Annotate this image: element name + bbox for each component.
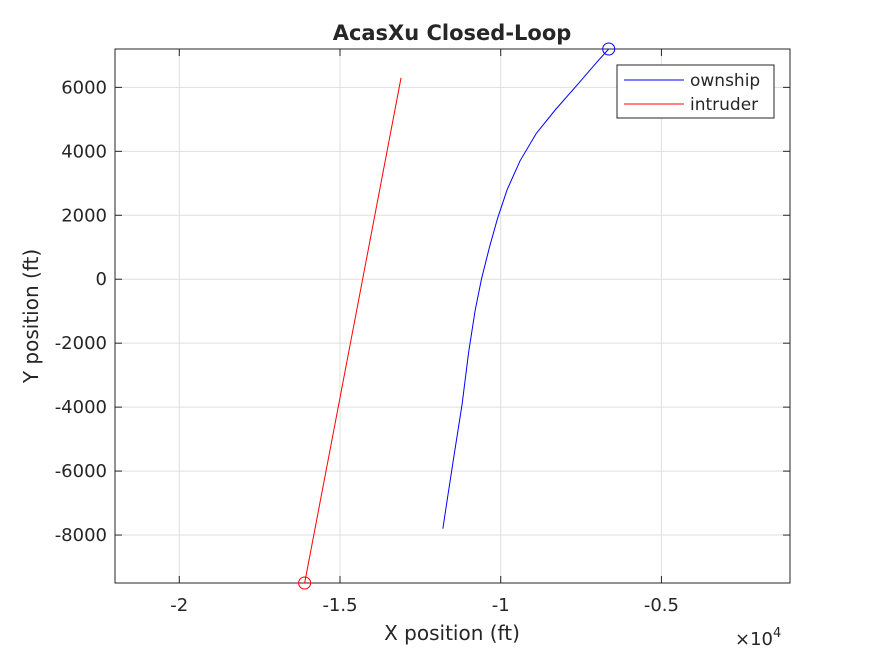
y-tick-label: 2000	[61, 205, 107, 226]
grid-lines	[115, 49, 790, 583]
y-tick-label: 4000	[61, 141, 107, 162]
chart-title: AcasXu Closed-Loop	[333, 21, 572, 45]
series-line-intruder	[304, 77, 402, 584]
y-tick-label: -2000	[55, 333, 107, 354]
axis-ticks: -2 -1.5 -1 -0.5 -8000 -6000 -4000 -2000 0 2000 400…	[55, 49, 790, 616]
x-tick-label: -1.5	[322, 595, 357, 616]
x-tick-label: -2	[170, 595, 188, 616]
legend-ownship-label: ownship	[690, 71, 760, 91]
y-tick-label: -8000	[55, 525, 107, 546]
y-tick-label: -4000	[55, 397, 107, 418]
series-line-ownship	[442, 48, 610, 529]
legend: ownship intruder	[616, 64, 775, 119]
x-multiplier-exponent: 4	[773, 626, 781, 641]
x-multiplier-base: ×10	[735, 629, 773, 650]
x-axis-label: X position (ft)	[384, 621, 520, 645]
y-tick-label: 0	[96, 269, 107, 290]
series-marker-ownship	[602, 42, 616, 56]
y-tick-label: -6000	[55, 461, 107, 482]
legend-box	[616, 64, 775, 119]
series-layer	[298, 42, 616, 590]
legend-intruder-label: intruder	[690, 95, 758, 115]
x-multiplier-label: ×104	[735, 626, 781, 650]
y-tick-label: 6000	[61, 77, 107, 98]
x-tick-label: -0.5	[644, 595, 679, 616]
y-axis-label: Y position (ft)	[19, 249, 43, 384]
x-tick-label: -1	[492, 595, 510, 616]
plot-area-frame	[114, 48, 791, 584]
series-marker-intruder	[298, 576, 312, 590]
